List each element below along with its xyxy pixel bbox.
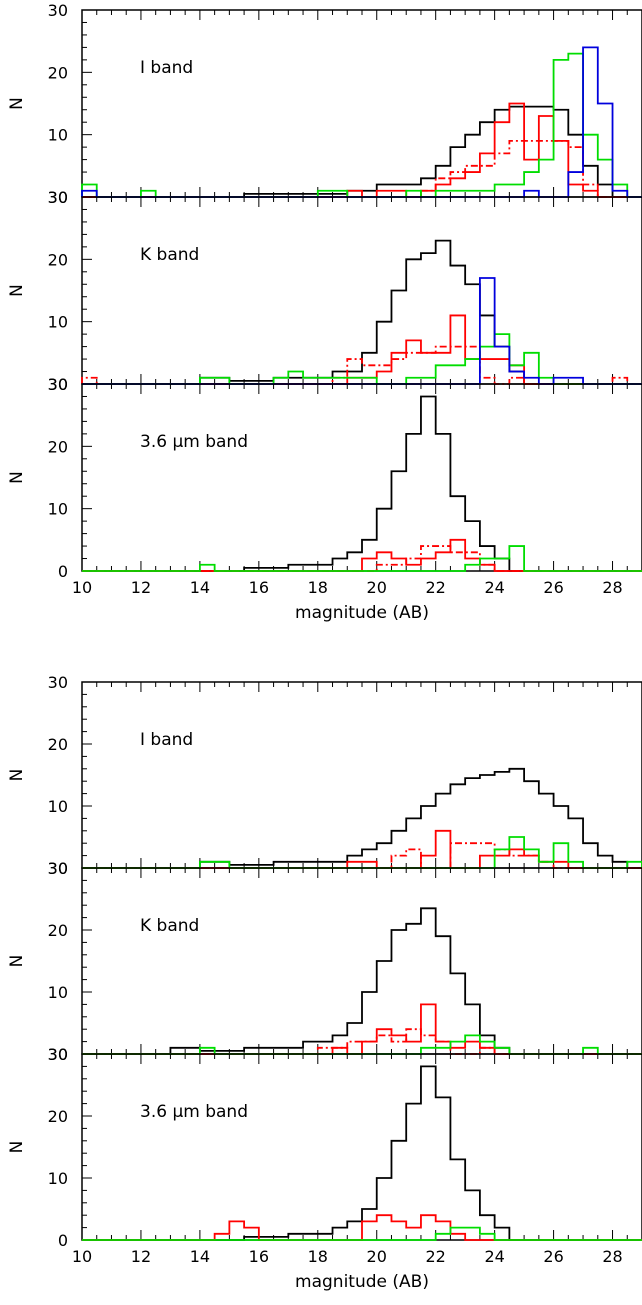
x-tick-label: 14 bbox=[190, 1247, 210, 1266]
y-axis-title: N bbox=[7, 97, 27, 110]
histogram-series-3 bbox=[82, 140, 642, 198]
y-tick-label: 10 bbox=[48, 797, 68, 816]
x-tick-label: 16 bbox=[249, 578, 269, 597]
y-tick-label: 30 bbox=[48, 1045, 68, 1064]
x-tick-label: 28 bbox=[602, 578, 622, 597]
y-tick-label: 20 bbox=[48, 250, 68, 269]
x-tick-label: 26 bbox=[543, 1247, 563, 1266]
y-tick-label: 20 bbox=[48, 1107, 68, 1126]
panel-label: K band bbox=[140, 916, 199, 936]
histogram-series-1 bbox=[82, 105, 642, 198]
x-tick-label: 10 bbox=[72, 1247, 92, 1266]
x-tick-label: 10 bbox=[72, 578, 92, 597]
x-tick-label: 20 bbox=[367, 578, 387, 597]
y-tick-label: 30 bbox=[48, 375, 68, 394]
panel-3: 0 10 20 30 N 3.6 μm band bbox=[7, 375, 642, 581]
x-tick-label: 14 bbox=[190, 578, 210, 597]
x-axis-title: magnitude (AB) bbox=[295, 603, 429, 623]
y-tick-label: 10 bbox=[48, 126, 68, 145]
y-tick-label: 30 bbox=[48, 188, 68, 207]
panel-label: 3.6 μm band bbox=[140, 432, 248, 452]
panel-label: K band bbox=[140, 245, 199, 265]
y-tick-label: 30 bbox=[48, 375, 68, 394]
y-tick-label: 0 bbox=[58, 562, 68, 581]
y-tick-label: 0 bbox=[58, 1231, 68, 1250]
y-tick-label: 20 bbox=[48, 921, 68, 940]
panel-1: 30 10 20 30 N I band bbox=[7, 1, 642, 207]
panel-1: 30 10 20 30 N I band bbox=[7, 673, 642, 878]
x-tick-label: 12 bbox=[131, 1247, 151, 1266]
x-tick-label: 12 bbox=[131, 578, 151, 597]
panel-label: I band bbox=[140, 58, 193, 78]
histogram-series-1 bbox=[82, 1065, 642, 1241]
y-tick-label: 20 bbox=[48, 437, 68, 456]
x-tick-label: 28 bbox=[602, 1247, 622, 1266]
histogram-series-2 bbox=[82, 314, 642, 385]
y-tick-label: 30 bbox=[48, 1045, 68, 1064]
y-tick-label: 20 bbox=[48, 735, 68, 754]
x-tick-label: 22 bbox=[426, 578, 446, 597]
x-tick-label: 24 bbox=[484, 1247, 504, 1266]
y-axis-title: N bbox=[7, 769, 27, 782]
histogram-series-1 bbox=[82, 767, 642, 869]
panel-2: 30 10 20 30 N K band bbox=[7, 859, 642, 1064]
x-tick-label: 20 bbox=[367, 1247, 387, 1266]
y-tick-label: 20 bbox=[48, 63, 68, 82]
panel-2: 30 10 20 30 N K band bbox=[7, 188, 642, 394]
x-tick-label: 16 bbox=[249, 1247, 269, 1266]
x-tick-label: 26 bbox=[543, 578, 563, 597]
histogram-series-1 bbox=[82, 395, 642, 572]
y-tick-label: 30 bbox=[48, 188, 68, 207]
panel-frame bbox=[81, 9, 642, 198]
panel-label: 3.6 μm band bbox=[140, 1102, 248, 1122]
x-tick-label: 18 bbox=[308, 578, 328, 597]
histogram-series-2 bbox=[82, 102, 642, 198]
x-tick-label: 22 bbox=[426, 1247, 446, 1266]
x-axis-title: magnitude (AB) bbox=[295, 1272, 429, 1292]
y-tick-label: 30 bbox=[48, 673, 68, 692]
x-tick-label: 18 bbox=[308, 1247, 328, 1266]
y-tick-label: 10 bbox=[48, 500, 68, 519]
histogram-series-4 bbox=[82, 545, 642, 572]
y-tick-label: 30 bbox=[48, 859, 68, 878]
y-axis-title: N bbox=[7, 284, 27, 297]
y-tick-label: 10 bbox=[48, 983, 68, 1002]
y-axis-title: N bbox=[7, 955, 27, 968]
panel-label: I band bbox=[140, 730, 193, 750]
panel-3: 0 10 20 30 N 3.6 μm band bbox=[7, 1045, 642, 1250]
x-tick-label: 24 bbox=[484, 578, 504, 597]
histogram-series-3 bbox=[82, 1226, 642, 1241]
y-tick-label: 30 bbox=[48, 859, 68, 878]
y-tick-label: 10 bbox=[48, 313, 68, 332]
panel-frame bbox=[81, 867, 642, 1055]
y-tick-label: 10 bbox=[48, 1169, 68, 1188]
panel-frame bbox=[81, 681, 642, 869]
y-tick-label: 30 bbox=[48, 1, 68, 20]
y-axis-title: N bbox=[7, 471, 27, 484]
y-axis-title: N bbox=[7, 1141, 27, 1154]
